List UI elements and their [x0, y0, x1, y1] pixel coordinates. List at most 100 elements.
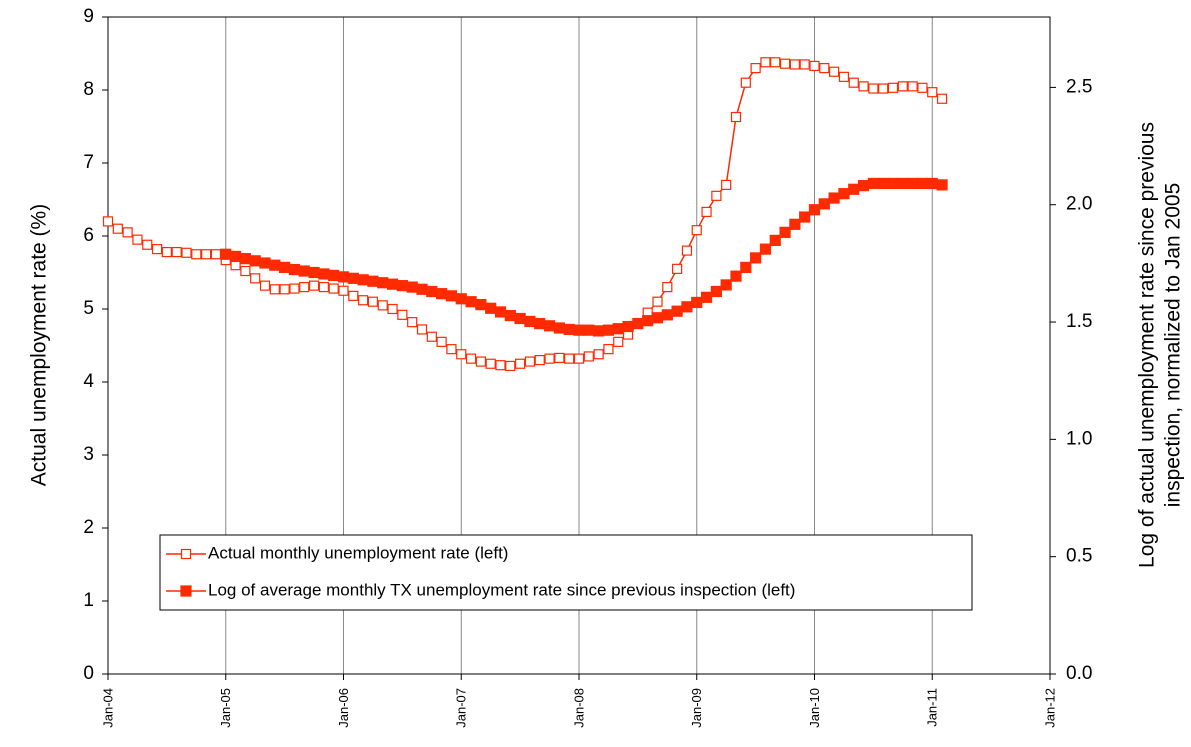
data-point: [230, 260, 241, 271]
data-point: [818, 198, 830, 210]
y-tick-label: 5: [83, 298, 94, 319]
data-point: [907, 177, 919, 190]
data-point: [171, 246, 182, 258]
data-point: [151, 244, 163, 255]
data-point: [769, 234, 781, 246]
data-point: [485, 302, 497, 314]
data-point: [711, 190, 722, 201]
data-point: [210, 249, 222, 260]
data-point: [661, 309, 673, 321]
data-point: [249, 255, 261, 267]
data-point: [426, 331, 437, 342]
y-tick-label: 0: [83, 663, 94, 684]
x-tick-label: Jan-09: [689, 688, 704, 728]
data-point: [770, 57, 781, 68]
data-point: [436, 288, 448, 300]
data-point: [455, 293, 467, 305]
data-point: [161, 246, 172, 258]
data-point: [789, 218, 801, 230]
data-point: [112, 223, 123, 234]
data-point: [564, 353, 575, 364]
data-point: [132, 234, 143, 245]
data-point: [396, 280, 408, 292]
data-point: [181, 247, 192, 258]
data-point: [337, 271, 350, 283]
data-point: [102, 216, 114, 227]
legend-marker: [180, 548, 192, 560]
data-point: [475, 299, 487, 311]
data-point: [721, 179, 732, 190]
data-point: [298, 265, 310, 277]
data-point: [308, 266, 320, 279]
data-point: [897, 81, 908, 92]
data-point: [671, 305, 683, 317]
data-point: [515, 358, 526, 369]
data-point: [612, 323, 624, 335]
data-point: [367, 296, 379, 307]
data-point: [887, 177, 899, 190]
data-point: [229, 250, 242, 263]
data-point: [651, 312, 664, 324]
data-point: [534, 355, 545, 366]
data-point: [250, 273, 261, 284]
data-point: [927, 87, 938, 98]
data-point: [465, 296, 477, 308]
data-point: [700, 291, 713, 303]
data-point: [406, 281, 418, 293]
data-point: [897, 177, 909, 190]
data-point: [338, 285, 349, 296]
data-point: [269, 259, 281, 271]
data-point: [446, 344, 457, 355]
data-point: [397, 309, 408, 320]
data-point: [681, 245, 693, 256]
data-point: [907, 81, 918, 92]
x-tick-label: Jan-11: [925, 688, 940, 727]
data-point: [367, 275, 379, 287]
y2-tick-label: 0.5: [1066, 546, 1092, 567]
data-point: [593, 349, 604, 360]
data-point: [348, 290, 359, 301]
data-point: [456, 349, 467, 360]
data-point: [926, 177, 938, 190]
x-tick-label: Jan-04: [100, 688, 115, 728]
data-point: [799, 59, 810, 70]
data-point: [887, 82, 899, 93]
data-point: [583, 351, 594, 362]
data-point: [779, 58, 791, 69]
data-point: [858, 81, 869, 92]
data-point: [602, 324, 615, 336]
y-tick-label: 1: [83, 590, 94, 611]
data-point: [279, 284, 290, 295]
data-point: [819, 62, 830, 74]
data-point: [289, 283, 300, 294]
data-point: [122, 227, 133, 238]
data-point: [877, 177, 889, 190]
data-point: [936, 93, 948, 104]
data-point: [868, 83, 879, 94]
data-point: [485, 358, 496, 369]
x-tick-label: Jan-08: [571, 688, 586, 728]
data-point: [799, 211, 811, 223]
x-tick-label: Jan-07: [454, 688, 469, 728]
data-point: [789, 59, 800, 70]
data-point: [505, 360, 516, 372]
data-point: [750, 252, 762, 264]
data-point: [710, 285, 722, 298]
data-point: [652, 296, 663, 307]
data-point: [544, 353, 555, 364]
data-point: [328, 269, 340, 282]
data-point: [583, 324, 595, 336]
data-point: [514, 312, 526, 325]
data-point: [622, 320, 634, 333]
data-point: [387, 303, 398, 315]
data-point: [191, 249, 202, 260]
data-point: [259, 280, 271, 291]
y2-tick-label: 1.5: [1066, 311, 1092, 332]
data-point: [759, 243, 772, 255]
data-point: [504, 309, 516, 322]
data-point: [917, 82, 928, 93]
series-line: [225, 182, 943, 332]
data-point: [681, 301, 693, 313]
data-point: [357, 274, 369, 286]
data-point: [632, 318, 644, 330]
